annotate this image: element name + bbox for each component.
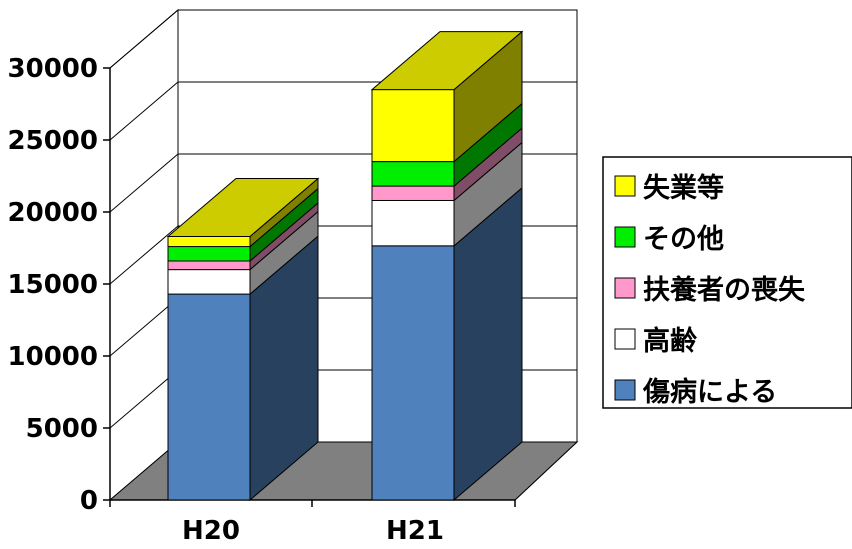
legend-swatch — [614, 175, 636, 197]
bars — [166, 30, 524, 502]
y-tick-label: 20000 — [8, 198, 98, 228]
x-category-label: H21 — [386, 516, 444, 546]
bar-segment-傷病による — [371, 245, 455, 501]
bar-segment-高齢 — [167, 269, 251, 295]
x-category-labels: H20 H21 — [182, 516, 444, 546]
bar-segment-高齢 — [371, 199, 455, 247]
legend-box — [602, 156, 852, 409]
legend-label: 失業等 — [643, 172, 724, 204]
bar-segment-扶養者の喪失 — [167, 260, 251, 271]
y-tick-label: 10000 — [8, 342, 98, 372]
legend-swatch — [614, 277, 636, 299]
y-tick-label: 25000 — [8, 126, 98, 156]
legend-swatch — [614, 226, 636, 248]
bar-segment-失業等 — [371, 89, 455, 163]
legend-label: その他 — [643, 224, 724, 255]
legend-label: 傷病による — [642, 377, 777, 408]
y-tick-label: 0 — [80, 486, 98, 516]
y-tick-label: 5000 — [26, 414, 98, 444]
legend-swatch — [614, 379, 636, 401]
bar-segment-傷病による — [167, 293, 251, 501]
x-category-label: H20 — [182, 516, 240, 546]
bar-top — [370, 31, 524, 91]
legend-swatch — [614, 328, 636, 350]
bar-segment-その他 — [167, 246, 251, 262]
legend-label: 扶養者の喪失 — [643, 274, 806, 306]
y-tick-label: 30000 — [8, 54, 98, 84]
legend-label: 高齢 — [643, 325, 697, 357]
bar-top — [166, 177, 320, 237]
y-tick-labels: 0 5000 10000 15000 20000 25000 30000 — [8, 54, 98, 516]
bar-segment-扶養者の喪失 — [371, 185, 455, 201]
bar-segment-その他 — [371, 161, 455, 187]
y-tick-label: 15000 — [8, 270, 98, 300]
bar-segment-失業等 — [167, 235, 251, 248]
bar-stack-H20 — [166, 177, 320, 502]
bar-stack-H21 — [370, 30, 524, 502]
gridline — [109, 9, 577, 69]
